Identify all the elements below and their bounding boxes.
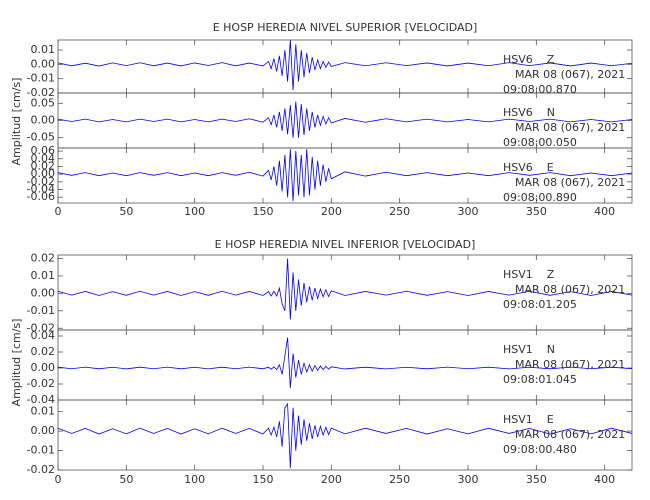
y-tick-label: 0.00 bbox=[31, 424, 56, 437]
record-time: 09:08:01.205 bbox=[503, 298, 577, 311]
y-tick-label: -0.02 bbox=[27, 175, 55, 188]
record-date: MAR 08 (067), 2021 bbox=[515, 121, 625, 134]
y-tick-label: -0.02 bbox=[27, 321, 55, 334]
y-tick-label: -0.02 bbox=[27, 463, 55, 476]
station-name: HSV1 Z bbox=[503, 268, 555, 281]
x-tick-label: 0 bbox=[55, 205, 62, 218]
record-date: MAR 08 (067), 2021 bbox=[515, 68, 625, 81]
y-tick-label: -0.04 bbox=[27, 393, 55, 406]
waveform bbox=[57, 337, 633, 389]
record-time: 09:08:00.870 bbox=[503, 83, 577, 96]
x-tick-label: 50 bbox=[119, 473, 133, 486]
record-date: MAR 08 (067), 2021 bbox=[515, 176, 625, 189]
y-tick-label: 0.00 bbox=[31, 167, 56, 180]
y-tick-label: -0.01 bbox=[27, 72, 55, 85]
x-tick-label: 250 bbox=[389, 473, 410, 486]
x-tick-label: 300 bbox=[458, 473, 479, 486]
y-tick-label: 0.00 bbox=[31, 361, 56, 374]
waveform bbox=[57, 258, 633, 320]
chart-title: E HOSP HEREDIA NIVEL INFERIOR [VELOCIDAD… bbox=[215, 238, 476, 251]
y-tick-label: 0.00 bbox=[31, 57, 56, 70]
panel-frame bbox=[57, 399, 633, 471]
y-tick-label: 0.01 bbox=[31, 43, 56, 56]
x-tick-label: 0 bbox=[55, 473, 62, 486]
x-tick-label: 150 bbox=[253, 205, 274, 218]
y-tick-label: -0.02 bbox=[27, 377, 55, 390]
panel-frame bbox=[57, 147, 633, 204]
y-tick-label: 0.06 bbox=[31, 144, 56, 157]
waveform bbox=[57, 402, 633, 469]
y-tick-label: 0.05 bbox=[31, 96, 56, 109]
record-time: 09:08:00.890 bbox=[503, 191, 577, 204]
station-name: HSV6 N bbox=[503, 106, 555, 119]
y-tick-label: 0.02 bbox=[31, 159, 56, 172]
x-tick-label: 200 bbox=[321, 473, 342, 486]
station-name: HSV1 E bbox=[503, 413, 554, 426]
record-date: MAR 08 (067), 2021 bbox=[515, 428, 625, 441]
y-tick-label: -0.05 bbox=[27, 131, 55, 144]
station-name: HSV1 N bbox=[503, 343, 555, 356]
waveform bbox=[57, 149, 633, 202]
chart-title: E HOSP HEREDIA NIVEL SUPERIOR [VELOCIDAD… bbox=[213, 21, 478, 34]
x-tick-label: 400 bbox=[594, 205, 615, 218]
y-tick-label: 0.00 bbox=[31, 114, 56, 127]
x-tick-label: 350 bbox=[526, 473, 547, 486]
y-tick-label: 0.01 bbox=[31, 405, 56, 418]
y-tick-label: -0.02 bbox=[27, 86, 55, 99]
record-date: MAR 08 (067), 2021 bbox=[515, 283, 625, 296]
record-time: 09:08:01.045 bbox=[503, 373, 577, 386]
y-axis-label: Amplitud [cm/s] bbox=[10, 319, 23, 407]
record-time: 09:08:00.480 bbox=[503, 443, 577, 456]
y-tick-label: 0.01 bbox=[31, 269, 56, 282]
y-tick-label: 0.04 bbox=[31, 152, 56, 165]
y-tick-label: -0.06 bbox=[27, 190, 55, 203]
y-tick-label: -0.01 bbox=[27, 444, 55, 457]
x-tick-label: 100 bbox=[184, 205, 205, 218]
record-time: 09:08:00.050 bbox=[503, 136, 577, 149]
y-tick-label: 0.02 bbox=[31, 251, 56, 264]
x-tick-label: 200 bbox=[321, 205, 342, 218]
waveform bbox=[57, 39, 633, 91]
x-tick-label: 250 bbox=[389, 205, 410, 218]
x-tick-label: 300 bbox=[458, 205, 479, 218]
y-tick-label: 0.02 bbox=[31, 345, 56, 358]
x-tick-label: 100 bbox=[184, 473, 205, 486]
y-tick-label: 0.00 bbox=[31, 286, 56, 299]
y-tick-label: -0.04 bbox=[27, 183, 55, 196]
station-name: HSV6 E bbox=[503, 161, 554, 174]
waveform bbox=[57, 101, 633, 138]
record-date: MAR 08 (067), 2021 bbox=[515, 358, 625, 371]
station-name: HSV6 Z bbox=[503, 53, 555, 66]
x-tick-label: 400 bbox=[594, 473, 615, 486]
x-tick-label: 350 bbox=[526, 205, 547, 218]
y-tick-label: -0.01 bbox=[27, 304, 55, 317]
y-axis-label: Amplitud [cm/s] bbox=[10, 78, 23, 166]
x-tick-label: 150 bbox=[253, 473, 274, 486]
x-tick-label: 50 bbox=[119, 205, 133, 218]
y-tick-label: 0.04 bbox=[31, 329, 56, 342]
